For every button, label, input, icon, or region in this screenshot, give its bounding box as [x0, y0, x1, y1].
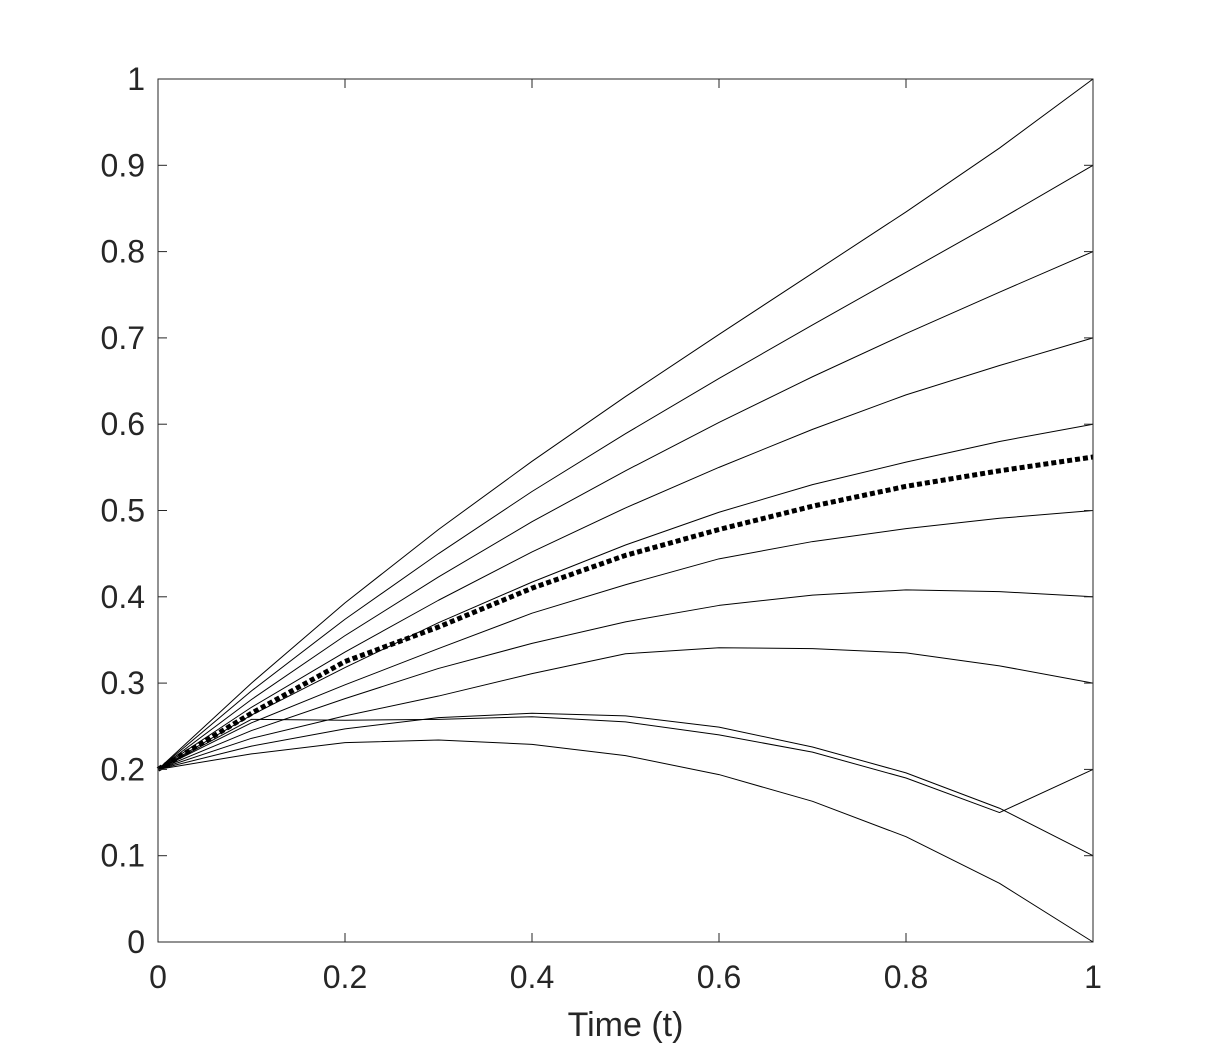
- series-line-11: [157, 716, 1094, 814]
- series-line-4: [157, 337, 1094, 770]
- y-tick-label: 0.9: [101, 147, 145, 183]
- series-line-1: [157, 78, 1094, 770]
- y-tick-label: 0.6: [101, 406, 145, 442]
- y-tick-label: 0.5: [101, 493, 145, 529]
- axes-layer: 0 0.2 0.4 0.6 0.8 1 0 0.1 0.2 0.3 0.4 0.5 0.6 0.7 0.8 0…: [101, 61, 1102, 995]
- x-axis-label: Time (t): [568, 1006, 684, 1044]
- series-line-9: [157, 712, 1094, 857]
- series-line-8: [157, 647, 1094, 770]
- series-line-7: [157, 589, 1094, 770]
- x-tick-label: 0.2: [323, 959, 367, 995]
- x-tick-label: 0.8: [884, 959, 928, 995]
- y-tick-label: 1: [127, 61, 145, 97]
- series-line-5: [157, 423, 1094, 770]
- x-tick-label: 0.6: [697, 959, 741, 995]
- series-line-12: [156, 454, 1094, 772]
- series-line-6: [157, 510, 1094, 770]
- x-tick-label: 0: [149, 959, 167, 995]
- x-tick-label: 0.4: [510, 959, 554, 995]
- series-line-3: [157, 251, 1094, 770]
- y-tick-label: 0.8: [101, 234, 145, 270]
- y-tick-label: 0.1: [101, 838, 145, 874]
- y-tick-label: 0.3: [101, 665, 145, 701]
- series-line-10: [157, 739, 1094, 943]
- y-tick-label: 0.2: [101, 751, 145, 787]
- series-layer: [156, 78, 1094, 943]
- y-tick-label: 0: [127, 924, 145, 960]
- x-tick-label: 1: [1084, 959, 1102, 995]
- series-line-2: [157, 164, 1094, 770]
- y-tick-label: 0.4: [101, 579, 145, 615]
- y-tick-label: 0.7: [101, 320, 145, 356]
